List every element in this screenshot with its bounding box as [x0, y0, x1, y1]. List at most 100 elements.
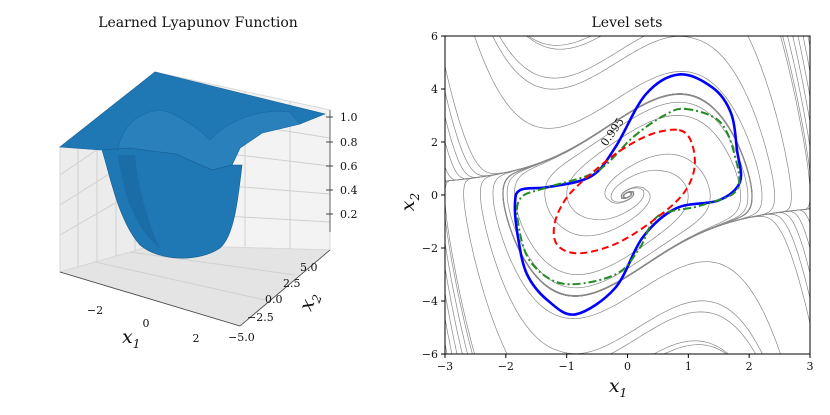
z-axis: 1.0 0.8 0.6 0.4 0.2 — [326, 110, 358, 232]
x1-axis: −2 0 2 x1 — [59, 271, 241, 351]
streamline — [787, 36, 810, 148]
streamline — [445, 93, 753, 297]
streamline — [502, 93, 810, 299]
streamline — [502, 93, 810, 297]
streamline — [502, 93, 810, 297]
streamline — [445, 93, 753, 297]
streamline — [502, 38, 775, 297]
x2-tick-label: −4 — [422, 295, 438, 308]
plot-frame — [444, 35, 811, 355]
x2-tick-label: 0.0 — [265, 293, 283, 306]
streamline — [445, 242, 468, 354]
x2-tick-label: 4 — [431, 83, 438, 96]
x1-tick-label: −2 — [498, 360, 514, 373]
streamline — [809, 298, 810, 300]
streamline — [747, 36, 750, 39]
x2-tick-label: 2 — [431, 136, 438, 149]
x2-tick-label: 0 — [431, 189, 438, 202]
streamline — [445, 93, 753, 297]
x1-tick-label: −3 — [437, 360, 453, 373]
streamline — [792, 36, 810, 123]
x1-axis-label: x1 — [122, 326, 140, 351]
x2-tick-label: −2.5 — [247, 311, 274, 324]
streamline — [445, 93, 753, 297]
level-sets-title: Level sets — [592, 15, 663, 31]
streamline — [445, 64, 446, 67]
streamline — [445, 93, 753, 319]
streamline — [445, 166, 446, 168]
x2-tick-label: 2.5 — [283, 277, 301, 290]
streamline — [445, 192, 475, 354]
streamline — [780, 36, 810, 198]
streamline — [663, 351, 671, 354]
streamline — [474, 36, 476, 39]
streamlines — [445, 36, 810, 354]
streamline — [527, 36, 586, 46]
streamline — [499, 36, 640, 79]
streamline — [669, 344, 728, 354]
streamline — [809, 248, 810, 250]
streamline — [609, 351, 616, 354]
x2-tick-label: 6 — [431, 30, 438, 43]
streamline — [492, 93, 780, 352]
z-tick-label: 0.8 — [340, 136, 358, 149]
level-curve-dashed — [552, 128, 696, 255]
streamline — [502, 93, 810, 297]
z-tick-label: 0.6 — [340, 160, 358, 173]
x1-tick-label: 2 — [746, 360, 753, 373]
surface-plot: Learned Lyapunov Function — [58, 15, 358, 351]
streamline — [445, 140, 446, 142]
level-curves — [513, 73, 743, 316]
x2-axis-label: x2 — [397, 193, 422, 211]
level-curve-dashdot — [515, 107, 741, 286]
x1-tick-label: 0 — [624, 360, 631, 373]
x1-tick-label: 0 — [143, 317, 150, 330]
streamline — [502, 93, 810, 297]
streamline — [779, 351, 781, 354]
streamline — [809, 273, 810, 275]
streamline — [502, 71, 810, 297]
streamline — [502, 93, 810, 297]
streamline — [590, 187, 645, 221]
streamline — [809, 222, 810, 224]
x1-tick-label: 2 — [193, 332, 200, 345]
streamline — [615, 311, 756, 354]
x2-tick-label: −5.0 — [228, 331, 255, 344]
z-tick-label: 0.4 — [340, 184, 358, 197]
streamline — [445, 217, 473, 354]
streamline — [445, 91, 753, 297]
streamline — [445, 93, 753, 297]
surface-bowl-shade — [118, 155, 160, 248]
streamline — [724, 351, 729, 354]
streamline — [492, 36, 695, 90]
streamline — [445, 115, 446, 117]
streamline — [445, 267, 463, 354]
surface-rim-inner — [117, 110, 301, 171]
streamline — [502, 93, 810, 297]
streamline — [802, 36, 810, 72]
streamline — [514, 94, 753, 296]
streamline — [445, 93, 753, 297]
streamline — [475, 38, 763, 297]
streamline — [529, 36, 602, 50]
streamline — [560, 300, 763, 354]
streamline — [809, 46, 810, 49]
x1-ticks: −3 −2 −1 0 1 2 3 — [437, 354, 814, 373]
streamline — [445, 318, 453, 354]
x2-tick-label: 5.0 — [300, 261, 318, 274]
streamline — [502, 93, 810, 297]
x2-ticks: 6 4 2 0 −2 −4 −6 — [422, 30, 445, 361]
streamline — [445, 93, 753, 297]
x1-tick-label: −1 — [559, 360, 575, 373]
streamline — [506, 93, 753, 289]
surface-plot-title: Learned Lyapunov Function — [98, 15, 298, 31]
surface — [59, 71, 326, 259]
streamline — [653, 340, 726, 354]
streamline — [809, 323, 810, 326]
streamline — [797, 36, 810, 98]
x2-tick-label: −6 — [422, 348, 438, 361]
z-tick-label: 1.0 — [340, 111, 358, 124]
x2-tick-label: −2 — [422, 242, 438, 255]
